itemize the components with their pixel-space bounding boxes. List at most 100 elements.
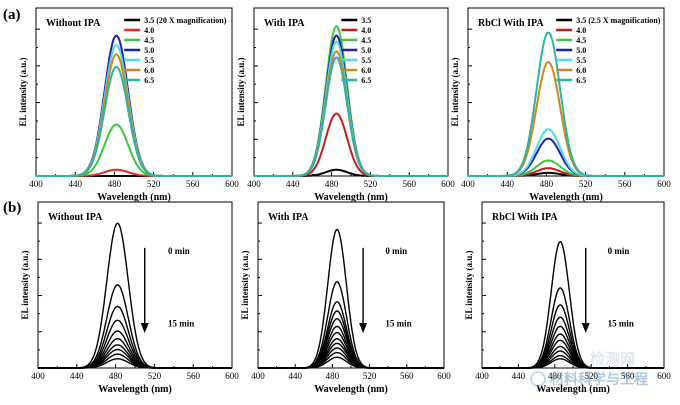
x-tick-label: 600	[437, 371, 451, 381]
time-start-label: 0 min	[385, 246, 407, 256]
time-end-label: 15 min	[608, 318, 634, 328]
y-axis-label: EL intensity (a.u.)	[450, 57, 460, 126]
series-line-5.5	[254, 40, 448, 177]
chart-panel-3: 400 440 480 520 560 600 Wavelength (nm) EL inte…	[450, 7, 671, 203]
chart-panel-4: 400 440 480 520 560 600 Wavelength (nm) EL inte…	[20, 201, 239, 395]
spectrum-line	[482, 358, 664, 369]
x-tick-label: 440	[500, 179, 514, 189]
panel-title: Without IPA	[46, 18, 101, 29]
legend-entry: 6.0	[144, 66, 154, 75]
panel-title: RbCl With IPA	[478, 18, 544, 29]
x-tick-label: 480	[108, 179, 122, 189]
legend-entry: 5.0	[361, 46, 371, 55]
legend-entry: 5.5	[361, 56, 371, 65]
y-axis-label: EL intensity (a.u.)	[464, 250, 474, 319]
x-tick-label: 560	[186, 179, 200, 189]
x-tick-label: 600	[657, 371, 671, 381]
legend-entry: 3.5 (2.5 X magnification)	[576, 16, 661, 25]
x-tick-label: 560	[186, 371, 200, 381]
x-axis-label: Wavelength (nm)	[314, 192, 388, 203]
legend-entry: 6.0	[361, 66, 371, 75]
x-tick-label: 560	[621, 371, 635, 381]
spectrum-line	[38, 358, 232, 369]
legend-entry: 4.0	[361, 26, 371, 35]
panel-title: With IPA	[264, 18, 305, 29]
chart-panel-5: 400 440 480 520 560 600 Wavelength (nm) EL inte…	[240, 201, 451, 395]
chart-panel-1: 400 440 480 520 560 600 Wavelength (nm) EL inte…	[18, 7, 239, 203]
x-axis-label: Wavelength (nm)	[98, 384, 172, 395]
legend-entry: 4.0	[144, 26, 154, 35]
x-tick-label: 440	[68, 179, 82, 189]
x-tick-label: 480	[540, 179, 554, 189]
x-tick-label: 480	[109, 371, 123, 381]
x-tick-label: 440	[288, 371, 302, 381]
x-axis-label: Wavelength (nm)	[536, 384, 610, 395]
legend-entry: 5.5	[576, 56, 586, 65]
legend-entry: 6.0	[576, 66, 586, 75]
x-tick-label: 400	[31, 371, 45, 381]
y-axis-label: EL intensity (a.u.)	[240, 250, 250, 319]
time-end-label: 15 min	[385, 318, 411, 328]
watermark: 检测网 材料科学与工程	[530, 350, 648, 388]
plot-frame	[467, 7, 665, 177]
panel-label-b: (b)	[3, 200, 21, 216]
x-tick-label: 560	[402, 179, 416, 189]
plot-frame	[37, 201, 233, 369]
x-tick-label: 480	[548, 371, 562, 381]
legend-entry: 4.0	[576, 26, 586, 35]
legend-entry: 5.0	[576, 46, 586, 55]
arrow-head-icon	[359, 323, 368, 334]
series-line-5.5	[36, 43, 232, 177]
legend-entry: 3.5 (20 X magnification)	[144, 16, 227, 25]
x-tick-label: 600	[657, 179, 671, 189]
watermark-line-2: 材料科学与工程	[550, 371, 648, 388]
series-line-5.0	[36, 34, 232, 177]
x-tick-label: 600	[441, 179, 455, 189]
x-axis-label: Wavelength (nm)	[314, 384, 388, 395]
legend-entry: 5.5	[144, 56, 154, 65]
legend-entry: 3.5	[361, 16, 371, 25]
x-tick-label: 520	[579, 179, 593, 189]
chart-panel-2: 400 440 480 520 560 600 Wavelength (nm) EL inte…	[236, 7, 455, 203]
time-start-label: 0 min	[608, 246, 630, 256]
x-tick-label: 400	[475, 371, 489, 381]
legend-entry: 5.0	[144, 46, 154, 55]
panel-title: With IPA	[268, 212, 309, 223]
spectrum-line	[258, 356, 444, 369]
plot-frame	[35, 7, 233, 177]
legend-entry: 4.5	[144, 36, 154, 45]
x-tick-label: 400	[251, 371, 265, 381]
x-tick-label: 560	[400, 371, 414, 381]
x-tick-label: 440	[70, 371, 84, 381]
y-axis-label: EL intensity (a.u.)	[18, 57, 28, 126]
legend-entry: 4.5	[576, 36, 586, 45]
time-start-label: 0 min	[168, 246, 190, 256]
series-line-6.5	[468, 31, 664, 177]
arrow-head-icon	[581, 323, 590, 334]
series-line-6.5	[254, 56, 448, 177]
x-tick-label: 400	[461, 179, 475, 189]
x-tick-label: 520	[364, 179, 378, 189]
x-tick-label: 520	[147, 179, 161, 189]
series-line-5.0	[254, 34, 448, 177]
x-tick-label: 520	[363, 371, 377, 381]
arrow-head-icon	[140, 323, 149, 334]
x-axis-label: Wavelength (nm)	[529, 192, 603, 203]
y-axis-label: EL intensity (a.u.)	[236, 57, 246, 126]
x-tick-label: 600	[225, 371, 239, 381]
time-end-label: 15 min	[168, 318, 194, 328]
panel-label-a: (a)	[3, 7, 21, 23]
legend-entry: 6.5	[361, 76, 371, 85]
panel-title: Without IPA	[48, 212, 103, 223]
panel-title: RbCl With IPA	[492, 212, 558, 223]
chart-panel-6: 400 440 480 520 560 600 Wavelength (nm) EL inte…	[464, 201, 671, 395]
y-axis-label: EL intensity (a.u.)	[20, 250, 30, 319]
legend-entry: 6.5	[144, 76, 154, 85]
legend-entry: 4.5	[361, 36, 371, 45]
x-tick-label: 400	[247, 179, 261, 189]
watermark-logo-icon	[530, 371, 546, 387]
x-tick-label: 520	[584, 371, 598, 381]
watermark-line-1: 检测网	[590, 350, 635, 368]
x-tick-label: 480	[326, 371, 340, 381]
